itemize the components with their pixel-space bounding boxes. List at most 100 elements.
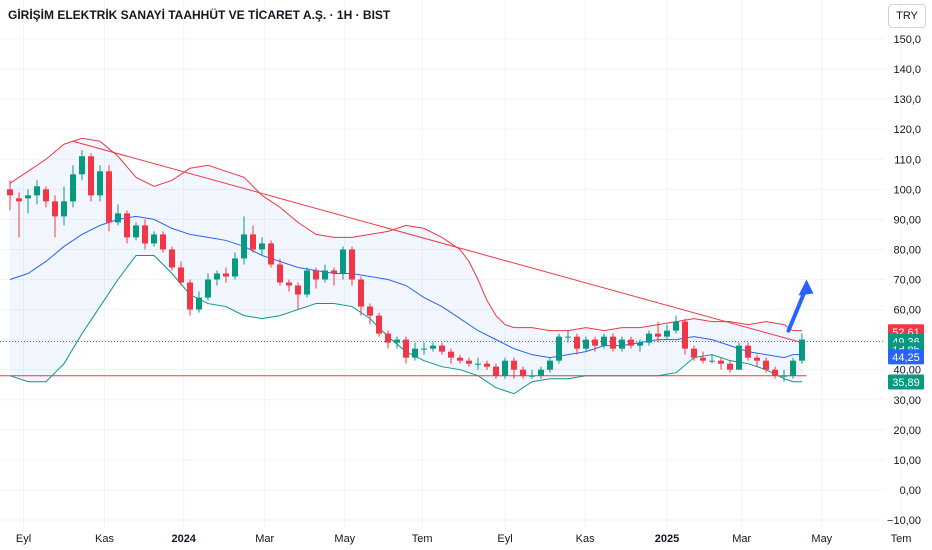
candle-body: [43, 189, 49, 202]
candle-body: [187, 282, 193, 310]
y-tick-label: −10,00: [887, 515, 921, 527]
y-tick-label: 120,0: [893, 124, 921, 136]
candle-body: [151, 234, 157, 244]
candle-body: [601, 336, 607, 346]
currency-button[interactable]: TRY: [888, 4, 926, 28]
candle-body: [61, 201, 67, 217]
candle-body: [556, 336, 562, 361]
candle-body: [205, 279, 211, 298]
candle-body: [241, 234, 247, 259]
x-tick-label: Tem: [891, 533, 912, 545]
candle-body: [646, 333, 652, 343]
x-tick-label: Kas: [576, 533, 595, 545]
y-tick-label: 0,00: [900, 485, 921, 497]
candle-body: [79, 156, 85, 175]
y-tick-label: 30,00: [893, 395, 921, 407]
band-fill: [10, 138, 802, 394]
x-tick-label: 2025: [655, 533, 679, 545]
candle-body: [88, 156, 94, 196]
candle-body: [232, 258, 238, 277]
candle-body: [277, 264, 283, 283]
candle-body: [520, 369, 526, 376]
x-tick-label: Kas: [95, 533, 114, 545]
candle-body: [340, 249, 346, 274]
candle-body: [223, 273, 229, 277]
candle-body: [511, 360, 517, 370]
candle-body: [70, 174, 76, 202]
candle-body: [412, 348, 418, 358]
candle-body: [268, 243, 274, 265]
candle-body: [286, 282, 292, 286]
candle-body: [610, 336, 616, 349]
candle-body: [376, 315, 382, 334]
candle-body: [142, 225, 148, 244]
arrow-head: [798, 279, 814, 296]
x-tick-label: Mar: [255, 533, 274, 545]
candle-body: [250, 234, 256, 250]
candle-body: [673, 321, 679, 331]
price-badge-bg: [888, 374, 924, 390]
candle-body: [493, 366, 499, 376]
x-tick-label: Tem: [412, 533, 433, 545]
trendline: [72, 140, 803, 344]
x-tick-label: May: [334, 533, 355, 545]
y-tick-label: 60,00: [893, 305, 921, 317]
candle-body: [115, 213, 121, 223]
candle-body: [169, 249, 175, 268]
y-tick-label: 70,00: [893, 275, 921, 287]
y-tick-label: 150,0: [893, 34, 921, 46]
y-tick-label: 100,0: [893, 184, 921, 196]
candle-body: [196, 297, 202, 310]
candle-body: [700, 357, 706, 361]
candle-body: [529, 375, 535, 377]
candle-body: [448, 351, 454, 358]
candle-body: [367, 306, 373, 316]
y-tick-label: 90,00: [893, 214, 921, 226]
candle-body: [16, 198, 22, 202]
candle-body: [331, 270, 337, 274]
price-badge-label: 44,25: [892, 352, 920, 364]
candle-body: [7, 189, 13, 196]
price-axis[interactable]: 150,0 140,0 130,0 120,0 110,0 100,0 90,00 80,00…: [887, 34, 921, 527]
candle-body: [178, 267, 184, 283]
bollinger-band-fill: [10, 138, 802, 394]
drawn-lines: [0, 140, 885, 377]
chart-title: GİRİŞİM ELEKTRİK SANAYİ TAAHHÜT VE TİCAR…: [8, 8, 391, 22]
candle-body: [682, 321, 688, 349]
candle-body: [385, 333, 391, 343]
candle-body: [304, 270, 310, 295]
candle-body: [160, 234, 166, 250]
candle-body: [97, 171, 103, 196]
candle-body: [25, 195, 31, 199]
candle-body: [52, 201, 58, 217]
candle-body: [547, 360, 553, 370]
candle-body: [637, 342, 643, 346]
candle-body: [259, 243, 265, 250]
time-axis[interactable]: EylKas2024MarMayTemEylKas2025MarMayTemEy…: [16, 533, 932, 545]
candle-body: [349, 249, 355, 280]
candle-body: [466, 360, 472, 364]
candle-body: [394, 339, 400, 343]
y-tick-label: 80,00: [893, 244, 921, 256]
candles: [7, 150, 805, 382]
y-tick-label: 10,00: [893, 455, 921, 467]
x-tick-label: Eyl: [16, 533, 31, 545]
candle-body: [295, 285, 301, 295]
candle-body: [628, 339, 634, 346]
y-tick-label: 110,0: [894, 154, 921, 166]
candle-body: [421, 348, 427, 350]
candle-body: [484, 363, 490, 367]
candle-body: [781, 375, 787, 377]
candle-body: [430, 345, 436, 349]
candle-body: [214, 273, 220, 280]
candle-body: [34, 186, 40, 196]
x-tick-label: 2024: [171, 533, 196, 545]
candle-body: [475, 363, 481, 365]
candle-body: [727, 363, 733, 370]
candle-body: [358, 279, 364, 307]
candle-body: [754, 357, 760, 361]
candle-body: [574, 336, 580, 349]
candle-body: [736, 345, 742, 370]
